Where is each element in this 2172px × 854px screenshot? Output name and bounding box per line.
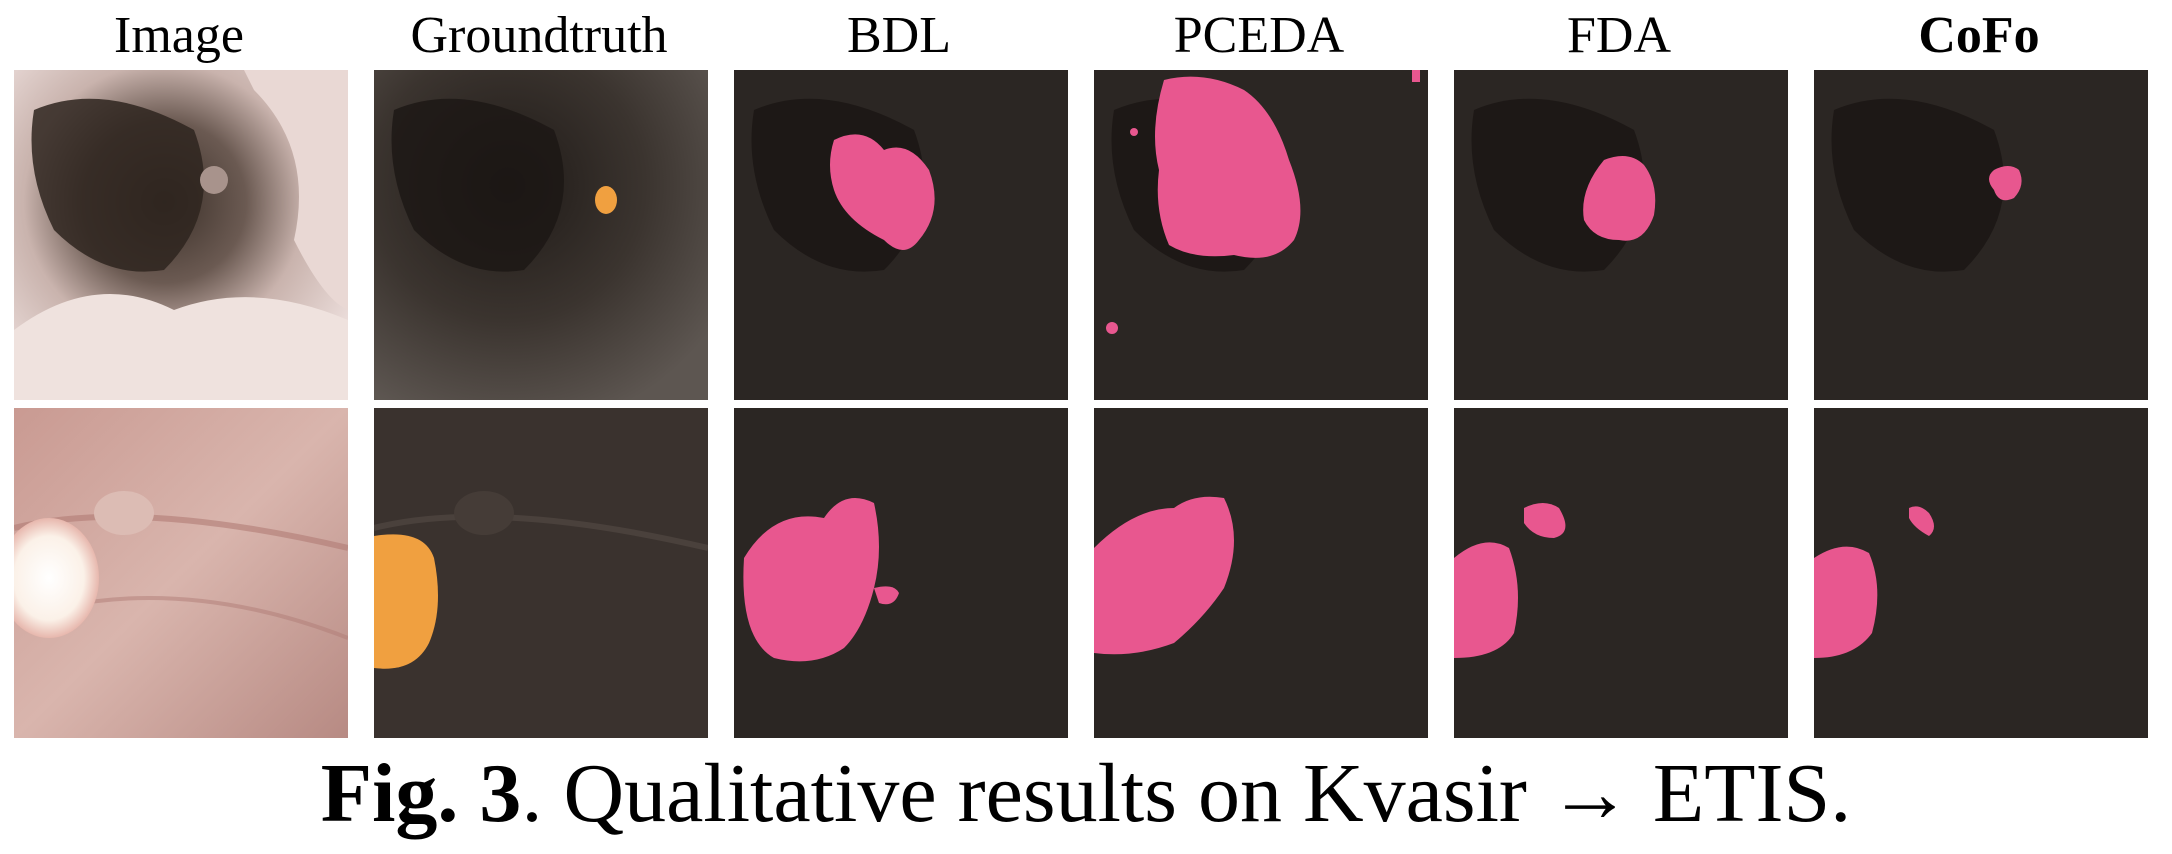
caption-text: . Qualitative results on Kvasir → ETIS. bbox=[521, 747, 1852, 840]
row2-fda-panel bbox=[1454, 408, 1788, 738]
row2-pceda-panel bbox=[1094, 408, 1428, 738]
groundtruth-mask bbox=[595, 186, 617, 214]
row1-bdl-panel bbox=[734, 70, 1068, 400]
column-label-pceda: PCEDA bbox=[1173, 7, 1345, 64]
row2-cofo-panel bbox=[1814, 408, 2148, 738]
row1-fda-panel bbox=[1454, 70, 1788, 400]
figure-number: Fig. 3 bbox=[320, 747, 522, 840]
column-label-groundtruth: Groundtruth bbox=[410, 7, 668, 64]
figure-caption: Fig. 3. Qualitative results on Kvasir → … bbox=[0, 744, 2172, 844]
column-label-bdl: BDL bbox=[847, 7, 951, 64]
row2-bdl-panel bbox=[734, 408, 1068, 738]
row1-pceda-panel bbox=[1094, 70, 1428, 400]
column-label-cofo: CoFo bbox=[1918, 7, 2040, 64]
row2-groundtruth-panel bbox=[374, 408, 708, 738]
row1-image-panel bbox=[14, 70, 348, 400]
row2-image-panel bbox=[14, 408, 348, 738]
column-label-image: Image bbox=[114, 7, 244, 64]
column-label-fda: FDA bbox=[1566, 7, 1672, 64]
row1-groundtruth-panel bbox=[374, 70, 708, 400]
row1-cofo-panel bbox=[1814, 70, 2148, 400]
